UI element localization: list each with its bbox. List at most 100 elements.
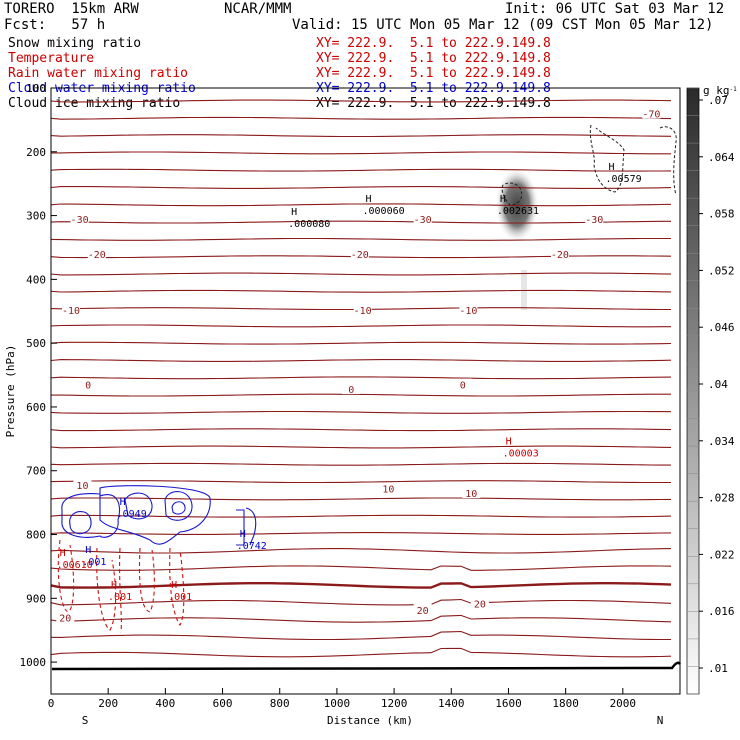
init-time: Init: 06 UTC Sat 03 Mar 12 [505,1,725,17]
colorbar-tick-label: .016 [708,605,735,618]
y-tick-label: 600 [26,401,46,414]
maximum-marker: H [506,436,512,447]
maximum-marker: H [609,162,615,173]
colorbar-tick-label: .058 [708,208,735,221]
isotherm-line [50,428,672,432]
temperature-label-bg [350,247,369,259]
isotherm-line [50,614,672,623]
temperature-label-bg [642,107,661,119]
maximum-value: .002631 [497,206,539,217]
temperature-label-bg [585,212,604,224]
maximum-value: .001 [108,592,132,603]
x-tick-label: 1200 [381,697,408,710]
maximum-marker: H [366,194,372,205]
temperature-label-bg [70,212,89,224]
y-tick-label: 400 [26,273,46,286]
isotherm-line [50,237,671,241]
maximum-marker: H [111,580,117,591]
field-cloud-ice-xy: XY= 222.9. 5.1 to 222.9.149.8 [316,96,551,111]
cloud-water-contour [171,501,186,515]
y-tick-label: 900 [26,592,46,605]
temperature-label: -30 [71,215,89,226]
isotherm-line [50,532,672,535]
field-snow: Snow mixing ratio [8,36,142,51]
field-rain-xy: XY= 222.9. 5.1 to 222.9.149.8 [316,66,551,81]
colorbar-tick-label: .028 [708,492,735,505]
isotherm-line [50,480,671,484]
colorbar-tick-label: .07 [708,94,728,107]
x-tick-label: 1000 [324,697,351,710]
isotherm-line [50,186,672,189]
isotherm-line [50,99,672,103]
y-tick-label: 500 [26,337,46,350]
temperature-label: -10 [62,306,80,317]
colorbar-tick-label: .034 [708,435,735,448]
isotherm-line [50,462,671,466]
temperature-label-bg [342,383,361,395]
maximum-marker: H [85,545,91,556]
temperature-label: -20 [88,250,106,261]
maximum-value: .001 [168,592,192,603]
field-snow-xy: XY= 222.9. 5.1 to 222.9.149.8 [316,36,551,51]
cloud-water-contour [236,507,257,546]
isotherm-line [50,598,672,606]
colorbar-tick-label: .064 [708,151,735,164]
temperature-label: 10 [382,485,394,496]
isotherm-line [50,514,672,518]
maximum-value: .00579 [606,174,642,185]
cloud-water-contour [61,493,120,538]
temperature-label: -20 [551,250,569,261]
isotherm-line [50,410,672,414]
ground-line [51,661,682,671]
field-temperature-xy: XY= 222.9. 5.1 to 222.9.149.8 [316,51,551,66]
isotherm-line [50,548,672,554]
isotherm-line [50,445,672,449]
temperature-label-bg [353,303,372,315]
isotherm-line [50,220,671,224]
cloud-water-contour [124,492,153,520]
isotherm-line [50,630,671,641]
maximum-marker: H [240,529,246,540]
x-tick-label: 600 [213,697,233,710]
temperature-label-bg [413,212,432,224]
rain-contour [169,547,185,626]
colorbar-ticks: .01 .016 .022 .028 .034 .04 .046 .052 .058 .064 .0… [687,87,735,695]
isotherm-line [50,324,671,328]
model-title: TORERO 15km ARW [4,1,139,17]
temperature-label-bg [56,611,75,623]
colorbar-tick-label: .046 [708,321,735,334]
y-tick-label: 100 [26,82,46,95]
isotherm-line [51,151,671,155]
temperature-label-bg [62,303,81,315]
south-label: S [82,714,89,727]
cloud-ice-contour [589,124,625,193]
isotherm-line [50,497,672,501]
temperature-label-bg [87,247,106,259]
temperature-labels: -70 -30 -30 -30 -20 -20 -20 -10 -10 -10 0 0 0 10 10 10 2… [56,107,661,624]
field-rain: Rain water mixing ratio [8,66,189,81]
org-label: NCAR/MMM [224,1,292,17]
temperature-label-bg [550,247,569,259]
colorbar-tick-label: .04 [708,378,728,391]
isotherm-line [51,393,671,397]
temperature-label-bg [379,482,398,494]
temperature-label-bg [413,603,432,615]
rain-contour [96,547,117,631]
temperature-label: -30 [414,215,432,226]
y-tick-label: 1000 [20,656,47,669]
forecast-hour: Fcst: 57 h [4,17,106,33]
isotherm-line [50,647,672,658]
temperature-label: 0 [85,381,91,392]
rain-contour [138,547,155,613]
maximum-value: .0949 [117,509,147,520]
maximum-marker: H [171,580,177,591]
temperature-label-bg [459,303,478,315]
x-tick-label: 1800 [552,697,579,710]
y-tick-label: 300 [26,210,46,223]
temperature-label: 10 [465,489,477,500]
isotherm-line [50,289,672,293]
cloud-water-contour [164,491,193,521]
maximum-value: .000080 [288,219,330,230]
isotherm-line [50,272,672,276]
